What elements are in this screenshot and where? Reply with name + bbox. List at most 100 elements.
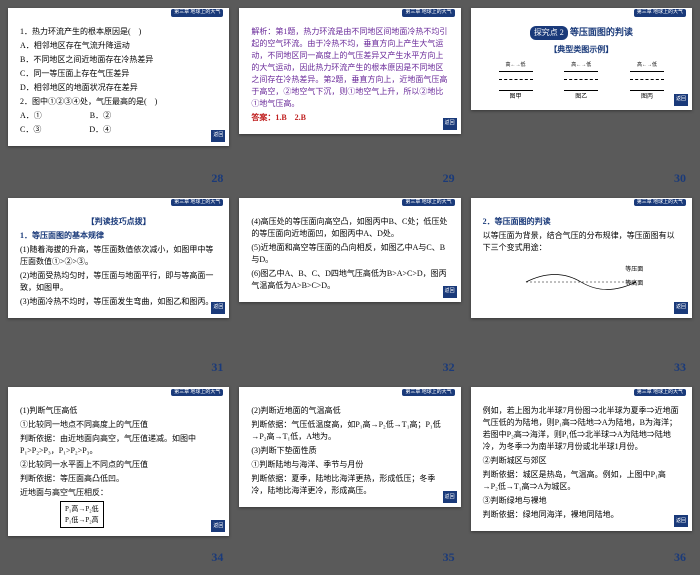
- diagram-yi: 高←→低 图乙: [564, 62, 598, 102]
- line-1: (1)判断气压高低: [20, 405, 217, 417]
- slide-header: 第三章 地球上的大气: [8, 198, 229, 208]
- line-4: ③判断绿地与裸地: [483, 495, 680, 507]
- slide-31-wrap: 第三章 地球上的大气 【判读技巧点拨】 1．等压面图的基本规律 (1)随着海拔的…: [8, 198, 229, 378]
- diagram-jia: 高←→低 图甲: [499, 62, 533, 102]
- answer-text: 答案：1.B 2.B: [251, 112, 448, 124]
- type-line: 【典型类图示例】: [483, 44, 680, 56]
- line-3: 判断依据：由近地面向高空，气压值递减。如图中P₁>P₂>P₃，P₁>P₂>P₃。: [20, 433, 217, 457]
- page-number: 33: [674, 360, 686, 375]
- chapter-label: 第三章 地球上的大气: [171, 389, 223, 397]
- slide-header: 第三章 地球上的大气: [8, 387, 229, 397]
- diagram-bing: 高←→低 图丙: [630, 62, 664, 102]
- nav-icon[interactable]: 返回: [443, 118, 457, 130]
- tip-title: 【判读技巧点拨】: [20, 216, 217, 228]
- line-2: ②判断城区与郊区: [483, 455, 680, 467]
- page-number: 31: [211, 360, 223, 375]
- pressure-box: P₁高→P₂低 P₁低→P₂高: [60, 501, 104, 528]
- slide-header: 第三章 地球上的大气: [239, 387, 460, 397]
- slide-32-wrap: 第三章 地球上的大气 (4)高压处的等压面向高空凸，如图丙中B、C处；低压处的等…: [239, 198, 460, 378]
- nav-icon[interactable]: 返回: [211, 302, 225, 314]
- slide-header: 第三章 地球上的大气: [471, 198, 692, 208]
- slide-header: 第三章 地球上的大气: [471, 387, 692, 397]
- page-number: 35: [443, 550, 455, 565]
- slide-header: 第三章 地球上的大气: [8, 8, 229, 18]
- line-4: ②比较同一水平面上不同点的气压值: [20, 459, 217, 471]
- chapter-label: 第三章 地球上的大气: [402, 389, 454, 397]
- slide-header: 第三章 地球上的大气: [239, 198, 460, 208]
- chapter-label: 第三章 地球上的大气: [634, 389, 686, 397]
- slide-30[interactable]: 第三章 地球上的大气 探究点 2 等压面图的判读 【典型类图示例】 高←→低 图…: [471, 8, 692, 110]
- explore-subtitle: 等压面图的判读: [570, 27, 633, 37]
- line-5: 判断依据：绿地同海洋，裸地同陆地。: [483, 509, 680, 521]
- slide-35[interactable]: 第三章 地球上的大气 (2)判断近地面的气温高低 判断依据：气压低温度高，如P₁…: [239, 387, 460, 507]
- slide-35-wrap: 第三章 地球上的大气 (2)判断近地面的气温高低 判断依据：气压低温度高，如P₁…: [239, 387, 460, 567]
- diagram-row: 高←→低 图甲 高←→低 图乙 高←→低 图丙: [483, 62, 680, 102]
- slide-29[interactable]: 第三章 地球上的大气 解析：第1题，热力环流是由不同地区间地面冷热不均引起的空气…: [239, 8, 460, 134]
- line-6: 近地面与高空气压相反：: [20, 487, 217, 499]
- slide-29-wrap: 第三章 地球上的大气 解析：第1题，热力环流是由不同地区间地面冷热不均引起的空气…: [239, 8, 460, 188]
- nav-icon[interactable]: 返回: [443, 286, 457, 298]
- q1-stem: 1．热力环流产生的根本原因是( ): [20, 26, 217, 38]
- explanation-text: 解析：第1题，热力环流是由不同地区间地面冷热不均引起的空气环流。由于冷热不均，垂…: [251, 26, 448, 110]
- slide-header: 第三章 地球上的大气: [239, 8, 460, 18]
- nav-icon[interactable]: 返回: [674, 515, 688, 527]
- nav-icon[interactable]: 返回: [674, 94, 688, 106]
- rule-6: (6)图乙中A、B、C、D四地气压高低为B>A>C>D，图丙气温高低为A>B>C…: [251, 268, 448, 292]
- line-2: ①比较同一地点不同高度上的气压值: [20, 419, 217, 431]
- slide-33-wrap: 第三章 地球上的大气 2．等压面图的判读 以等压面为背景，结合气压的分布规律，等…: [471, 198, 692, 378]
- q2-opts-cd: C．③ D．④: [20, 124, 217, 136]
- slide-31[interactable]: 第三章 地球上的大气 【判读技巧点拨】 1．等压面图的基本规律 (1)随着海拔的…: [8, 198, 229, 318]
- q1-opt-b: B．不同地区之间近地面存在冷热差异: [20, 54, 217, 66]
- line-1: (2)判断近地面的气温高低: [251, 405, 448, 417]
- q1-opt-a: A．相邻地区存在气流升降运动: [20, 40, 217, 52]
- line-5: 判断依据：夏季，陆地比海洋更热，形成低压；冬季冷，陆地比海洋更冷，形成高压。: [251, 473, 448, 497]
- q2-stem: 2．图中①②③④处，气压最高的是( ): [20, 96, 217, 108]
- rule-1: (1)随着海拔的升高，等压面数值依次减小，如图甲中等压面数值①>②>③。: [20, 244, 217, 268]
- chapter-label: 第三章 地球上的大气: [402, 199, 454, 207]
- rule-2: (2)地面受热均匀时，等压面与地面平行，即与等高面一致，如图甲。: [20, 270, 217, 294]
- isobaric-diagram: 等压面 等高面: [521, 262, 641, 302]
- section-text: 以等压面为背景，结合气压的分布规律，等压面图有以下三个变式用途：: [483, 230, 680, 254]
- line-2: 判断依据：气压低温度高，如P₁高→P₂低→T₁高；P₁低→P₂高→T₁低，A地为…: [251, 419, 448, 443]
- q1-opt-d: D．相邻地区的地面状况存在差异: [20, 82, 217, 94]
- nav-icon[interactable]: 返回: [211, 520, 225, 532]
- rule-heading: 1．等压面图的基本规律: [20, 230, 217, 242]
- line-3: (3)判断下垫面性质: [251, 445, 448, 457]
- page-number: 36: [674, 550, 686, 565]
- slide-36[interactable]: 第三章 地球上的大气 例如，若上图为北半球7月份图⇒北半球为夏季⇒近地面气压低的…: [471, 387, 692, 531]
- rule-3: (3)地面冷热不均时，等压面发生弯曲，如图乙和图丙。: [20, 296, 217, 308]
- line-1: 例如，若上图为北半球7月份图⇒北半球为夏季⇒近地面气压低的为陆地，则P₁高⇒陆地…: [483, 405, 680, 453]
- q2-opts-ab: A．① B．②: [20, 110, 217, 122]
- page-number: 32: [443, 360, 455, 375]
- slide-32[interactable]: 第三章 地球上的大气 (4)高压处的等压面向高空凸，如图丙中B、C处；低压处的等…: [239, 198, 460, 302]
- q1-opt-c: C．同一等压面上存在气压差异: [20, 68, 217, 80]
- chapter-label: 第三章 地球上的大气: [402, 9, 454, 17]
- chapter-label: 第三章 地球上的大气: [171, 199, 223, 207]
- rule-5: (5)近地面和高空等压面的凸向相反，如图乙中A与C、B与D。: [251, 242, 448, 266]
- page-number: 30: [674, 171, 686, 186]
- chapter-label: 第三章 地球上的大气: [634, 9, 686, 17]
- slide-34-wrap: 第三章 地球上的大气 (1)判断气压高低 ①比较同一地点不同高度上的气压值 判断…: [8, 387, 229, 567]
- line-4: ①判断陆地与海洋、季节与月份: [251, 459, 448, 471]
- slide-34[interactable]: 第三章 地球上的大气 (1)判断气压高低 ①比较同一地点不同高度上的气压值 判断…: [8, 387, 229, 536]
- slide-36-wrap: 第三章 地球上的大气 例如，若上图为北半球7月份图⇒北半球为夏季⇒近地面气压低的…: [471, 387, 692, 567]
- page-number: 29: [443, 171, 455, 186]
- chapter-label: 第三章 地球上的大气: [634, 199, 686, 207]
- slide-33[interactable]: 第三章 地球上的大气 2．等压面图的判读 以等压面为背景，结合气压的分布规律，等…: [471, 198, 692, 318]
- explore-badge: 探究点 2: [530, 26, 568, 40]
- section-heading: 2．等压面图的判读: [483, 216, 680, 228]
- page-number: 28: [211, 171, 223, 186]
- rule-4: (4)高压处的等压面向高空凸，如图丙中B、C处；低压处的等压面向近地面凹，如图丙…: [251, 216, 448, 240]
- nav-icon[interactable]: 返回: [674, 302, 688, 314]
- slide-28-wrap: 第三章 地球上的大气 1．热力环流产生的根本原因是( ) A．相邻地区存在气流升…: [8, 8, 229, 188]
- line-5: 判断依据：等压面高凸低凹。: [20, 473, 217, 485]
- slide-grid: 第三章 地球上的大气 1．热力环流产生的根本原因是( ) A．相邻地区存在气流升…: [8, 8, 692, 567]
- slide-28[interactable]: 第三章 地球上的大气 1．热力环流产生的根本原因是( ) A．相邻地区存在气流升…: [8, 8, 229, 146]
- page-number: 34: [211, 550, 223, 565]
- slide-30-wrap: 第三章 地球上的大气 探究点 2 等压面图的判读 【典型类图示例】 高←→低 图…: [471, 8, 692, 188]
- nav-icon[interactable]: 返回: [443, 491, 457, 503]
- chapter-label: 第三章 地球上的大气: [171, 9, 223, 17]
- line-3: 判断依据：城区是热岛，气温高。例如，上图中P₁高→P₂低→T₁高⇒A为城区。: [483, 469, 680, 493]
- slide-header: 第三章 地球上的大气: [471, 8, 692, 18]
- nav-icon[interactable]: 返回: [211, 130, 225, 142]
